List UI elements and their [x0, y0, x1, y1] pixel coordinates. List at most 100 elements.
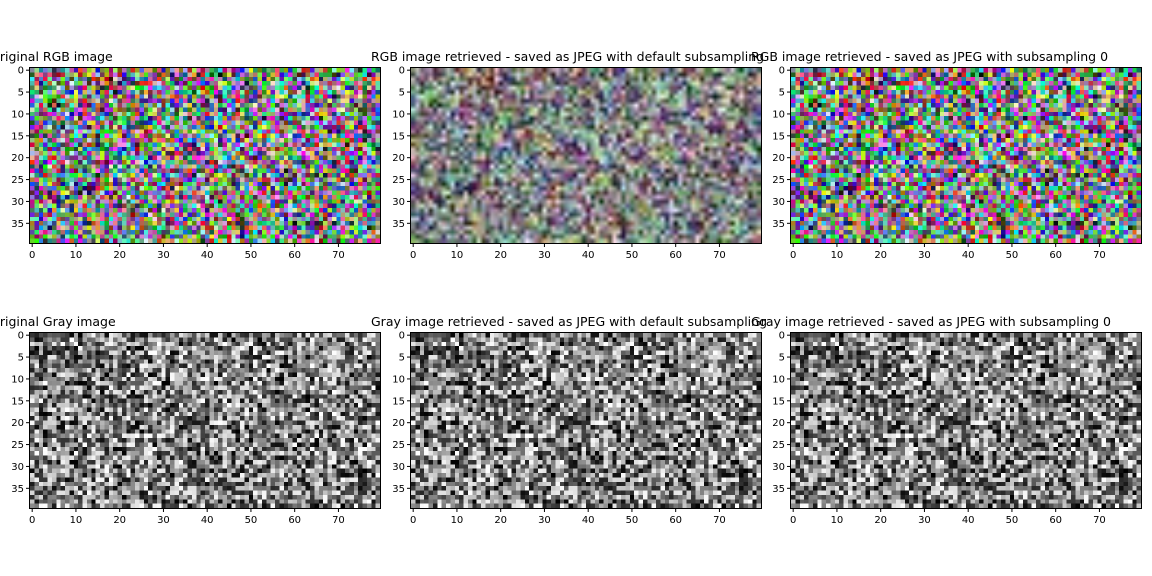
y-tick-label: 35 [392, 484, 405, 495]
x-tick-label: 40 [582, 250, 595, 261]
y-tick-label: 25 [11, 175, 24, 186]
y-tick-label: 35 [392, 219, 405, 230]
gray-default-subsampling-image [410, 332, 762, 509]
y-tick-label: 15 [11, 396, 24, 407]
y-tick-label: 5 [779, 353, 785, 364]
y-tick-label: 25 [11, 440, 24, 451]
panel-title: Original Gray image [0, 314, 116, 329]
y-tick-label: 15 [11, 131, 24, 142]
gray-original-image [29, 332, 381, 509]
y-tick-label: 5 [399, 353, 405, 364]
x-tick-label: 30 [538, 515, 551, 526]
x-tick-label: 30 [538, 250, 551, 261]
rgb-original-image [29, 67, 381, 244]
x-tick-label: 0 [29, 515, 35, 526]
y-tick-label: 30 [11, 462, 24, 473]
x-tick-label: 40 [962, 250, 975, 261]
x-tick-label: 70 [713, 515, 726, 526]
x-tick-label: 20 [494, 515, 507, 526]
y-tick-label: 5 [399, 88, 405, 99]
x-tick-label: 50 [1006, 515, 1019, 526]
panel-title: RGB image retrieved - saved as JPEG with… [751, 49, 1109, 64]
x-tick-label: 40 [962, 515, 975, 526]
y-tick-label: 35 [772, 484, 785, 495]
y-tick-label: 0 [399, 331, 405, 342]
y-tick-label: 20 [772, 153, 785, 164]
x-tick-label: 40 [582, 515, 595, 526]
x-tick-label: 30 [157, 250, 170, 261]
x-tick-label: 10 [70, 515, 83, 526]
x-tick-label: 20 [113, 250, 126, 261]
y-tick-label: 25 [392, 175, 405, 186]
y-tick-label: 0 [18, 66, 24, 77]
x-tick-label: 10 [451, 515, 464, 526]
y-tick-label: 20 [772, 418, 785, 429]
y-tick-label: 5 [18, 353, 24, 364]
x-tick-label: 30 [157, 515, 170, 526]
x-tick-label: 10 [831, 250, 844, 261]
x-tick-label: 60 [669, 250, 682, 261]
x-tick-label: 60 [288, 515, 301, 526]
axes: 0 10 20 30 40 50 60 70 0 5 10 15 20 25 30 35 [392, 331, 726, 526]
y-tick-label: 10 [772, 374, 785, 385]
x-tick-label: 50 [626, 515, 639, 526]
x-tick-label: 70 [1093, 250, 1106, 261]
rgb-default-subsampling-image [410, 67, 762, 244]
x-tick-label: 0 [790, 515, 796, 526]
y-tick-label: 10 [392, 374, 405, 385]
y-tick-label: 0 [399, 66, 405, 77]
x-tick-label: 70 [332, 250, 345, 261]
x-tick-label: 60 [1049, 515, 1062, 526]
x-tick-label: 70 [713, 250, 726, 261]
axes: 0 10 20 30 40 50 60 70 0 5 10 15 20 25 30 35 [392, 66, 726, 261]
x-tick-label: 50 [245, 250, 258, 261]
y-tick-label: 30 [772, 197, 785, 208]
x-tick-label: 50 [626, 250, 639, 261]
axes: 0 10 20 30 40 50 60 70 0 5 10 15 20 25 30 35 [11, 66, 345, 261]
x-tick-label: 40 [201, 515, 214, 526]
x-tick-label: 60 [669, 515, 682, 526]
y-tick-label: 35 [772, 219, 785, 230]
x-tick-label: 0 [410, 515, 416, 526]
panel-title: Gray image retrieved - saved as JPEG wit… [751, 314, 1111, 329]
gray-subsampling-0-image [790, 332, 1142, 509]
y-tick-label: 10 [11, 374, 24, 385]
x-tick-label: 0 [410, 250, 416, 261]
y-tick-label: 35 [11, 219, 24, 230]
axes: 0 10 20 30 40 50 60 70 0 5 10 15 20 25 30 35 [772, 331, 1106, 526]
x-tick-label: 60 [288, 250, 301, 261]
x-tick-label: 60 [1049, 250, 1062, 261]
x-tick-label: 10 [70, 250, 83, 261]
x-tick-label: 70 [332, 515, 345, 526]
y-tick-label: 20 [392, 153, 405, 164]
y-tick-label: 10 [392, 109, 405, 120]
y-tick-label: 0 [779, 331, 785, 342]
x-tick-label: 20 [874, 515, 887, 526]
y-tick-label: 0 [18, 331, 24, 342]
y-tick-label: 25 [772, 440, 785, 451]
rgb-subsampling-0-image [790, 67, 1142, 244]
y-tick-label: 15 [392, 396, 405, 407]
x-tick-label: 30 [918, 250, 931, 261]
y-tick-label: 10 [11, 109, 24, 120]
x-tick-label: 70 [1093, 515, 1106, 526]
y-tick-label: 30 [392, 462, 405, 473]
y-tick-label: 20 [392, 418, 405, 429]
x-tick-label: 20 [113, 515, 126, 526]
axes: 0 10 20 30 40 50 60 70 0 5 10 15 20 25 30 35 [772, 66, 1106, 261]
axes: 0 10 20 30 40 50 60 70 0 5 10 15 20 25 30 35 [11, 331, 345, 526]
y-tick-label: 15 [772, 131, 785, 142]
x-tick-label: 20 [874, 250, 887, 261]
y-tick-label: 15 [772, 396, 785, 407]
x-tick-label: 30 [918, 515, 931, 526]
x-tick-label: 0 [790, 250, 796, 261]
y-tick-label: 25 [772, 175, 785, 186]
y-tick-label: 35 [11, 484, 24, 495]
y-tick-label: 25 [392, 440, 405, 451]
x-tick-label: 10 [831, 515, 844, 526]
x-tick-label: 0 [29, 250, 35, 261]
x-tick-label: 50 [245, 515, 258, 526]
y-tick-label: 30 [772, 462, 785, 473]
y-tick-label: 0 [779, 66, 785, 77]
